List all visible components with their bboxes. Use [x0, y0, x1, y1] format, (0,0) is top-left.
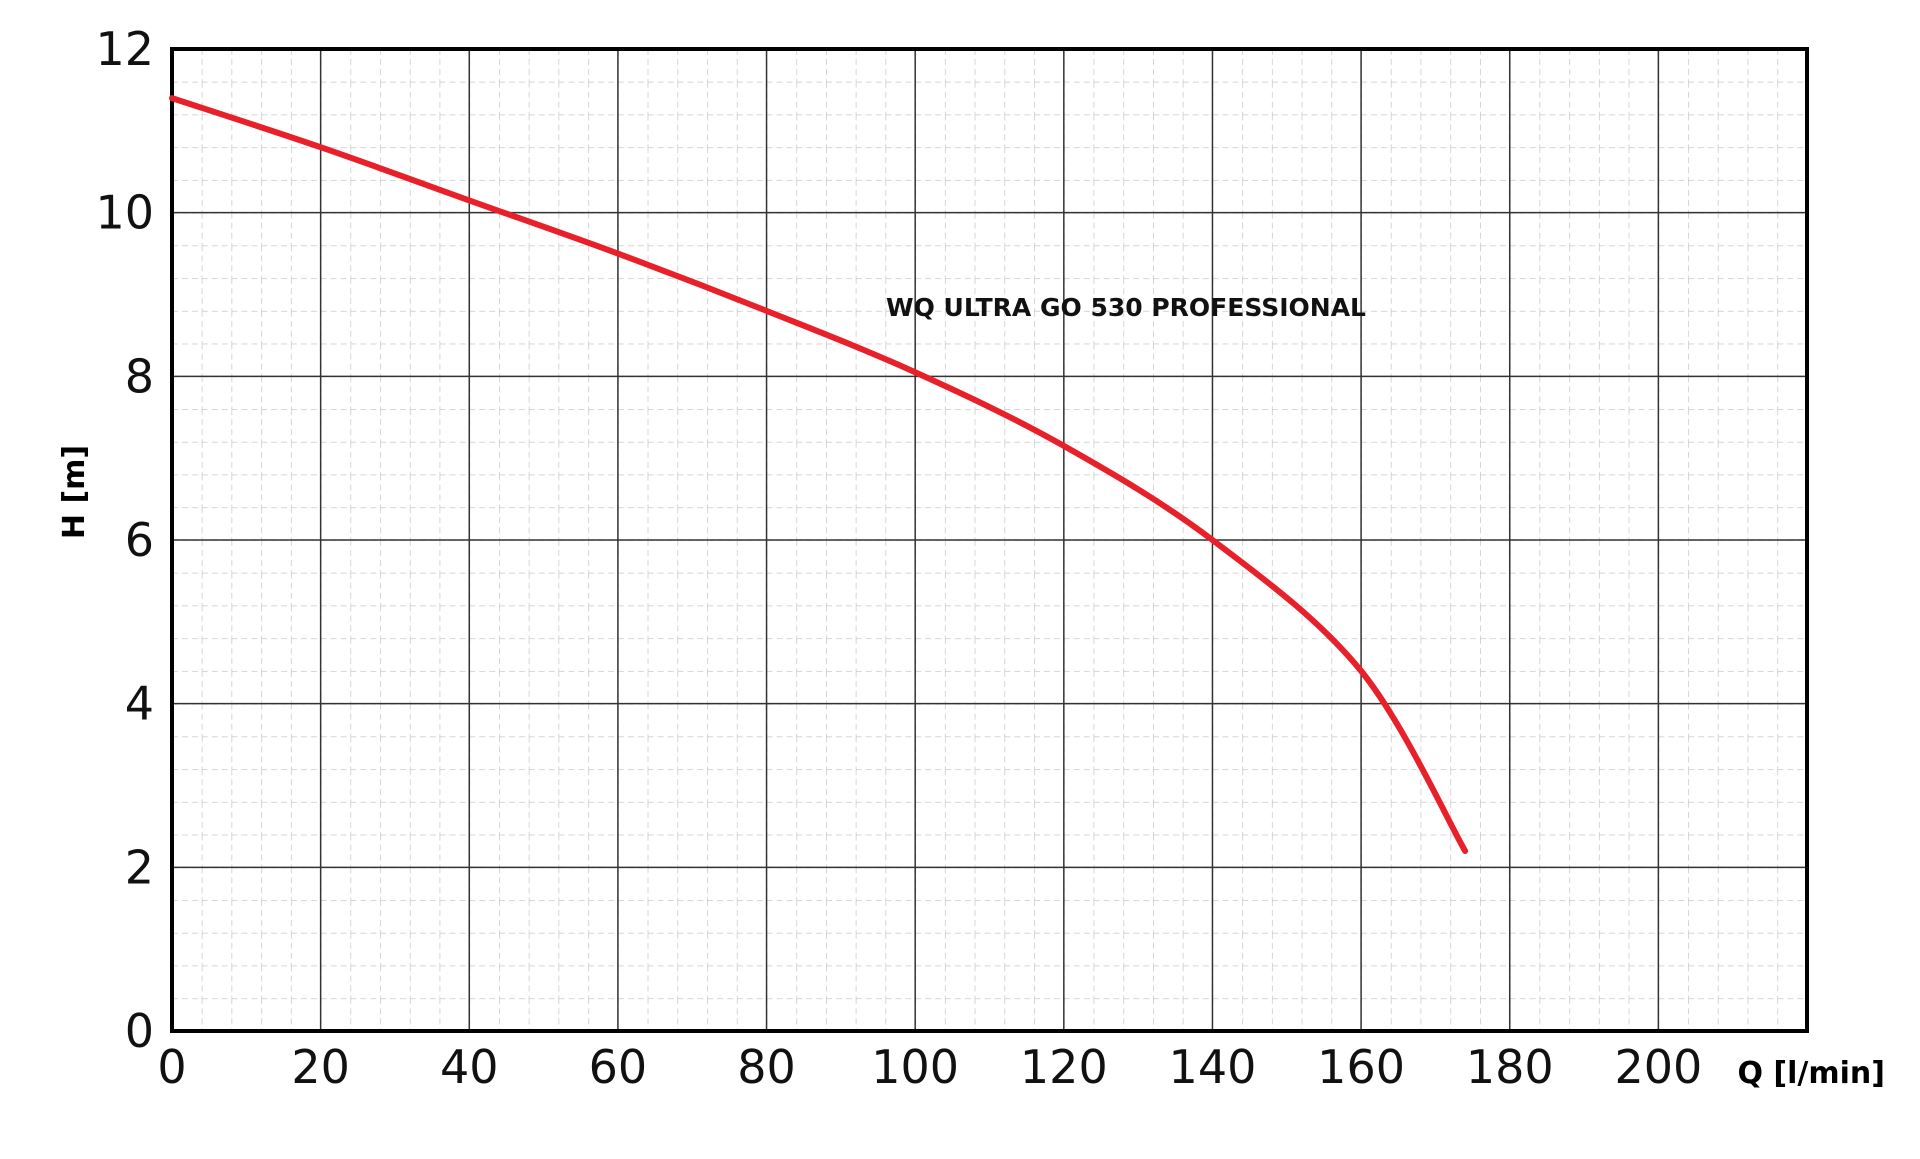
y-tick-label: 0	[125, 1004, 154, 1058]
y-tick-label: 12	[95, 22, 154, 76]
x-tick-label: 120	[1020, 1040, 1108, 1094]
y-tick-label: 6	[125, 513, 154, 567]
x-tick-label: 0	[157, 1040, 186, 1094]
x-tick-label: 100	[871, 1040, 959, 1094]
y-axis-label: H [m]	[57, 445, 92, 539]
y-tick-label: 4	[125, 677, 154, 731]
curve	[169, 95, 1469, 854]
y-tick-label: 2	[125, 840, 154, 894]
x-tick-label: 200	[1614, 1040, 1702, 1094]
y-tick-label: 10	[95, 186, 154, 240]
x-axis-label: Q [l/min]	[1737, 1056, 1885, 1091]
x-tick-label: 80	[737, 1040, 796, 1094]
x-tick-label: 160	[1317, 1040, 1405, 1094]
annotation: WQ ULTRA GO 530 PROFESSIONAL	[886, 293, 1366, 322]
plot-frame	[170, 47, 1809, 1033]
y-tick-label: 8	[125, 349, 154, 403]
x-tick-label: 140	[1169, 1040, 1257, 1094]
x-tick-label: 180	[1466, 1040, 1554, 1094]
x-tick-label: 20	[291, 1040, 350, 1094]
x-tick-label: 40	[440, 1040, 499, 1094]
x-tick-label: 60	[589, 1040, 648, 1094]
